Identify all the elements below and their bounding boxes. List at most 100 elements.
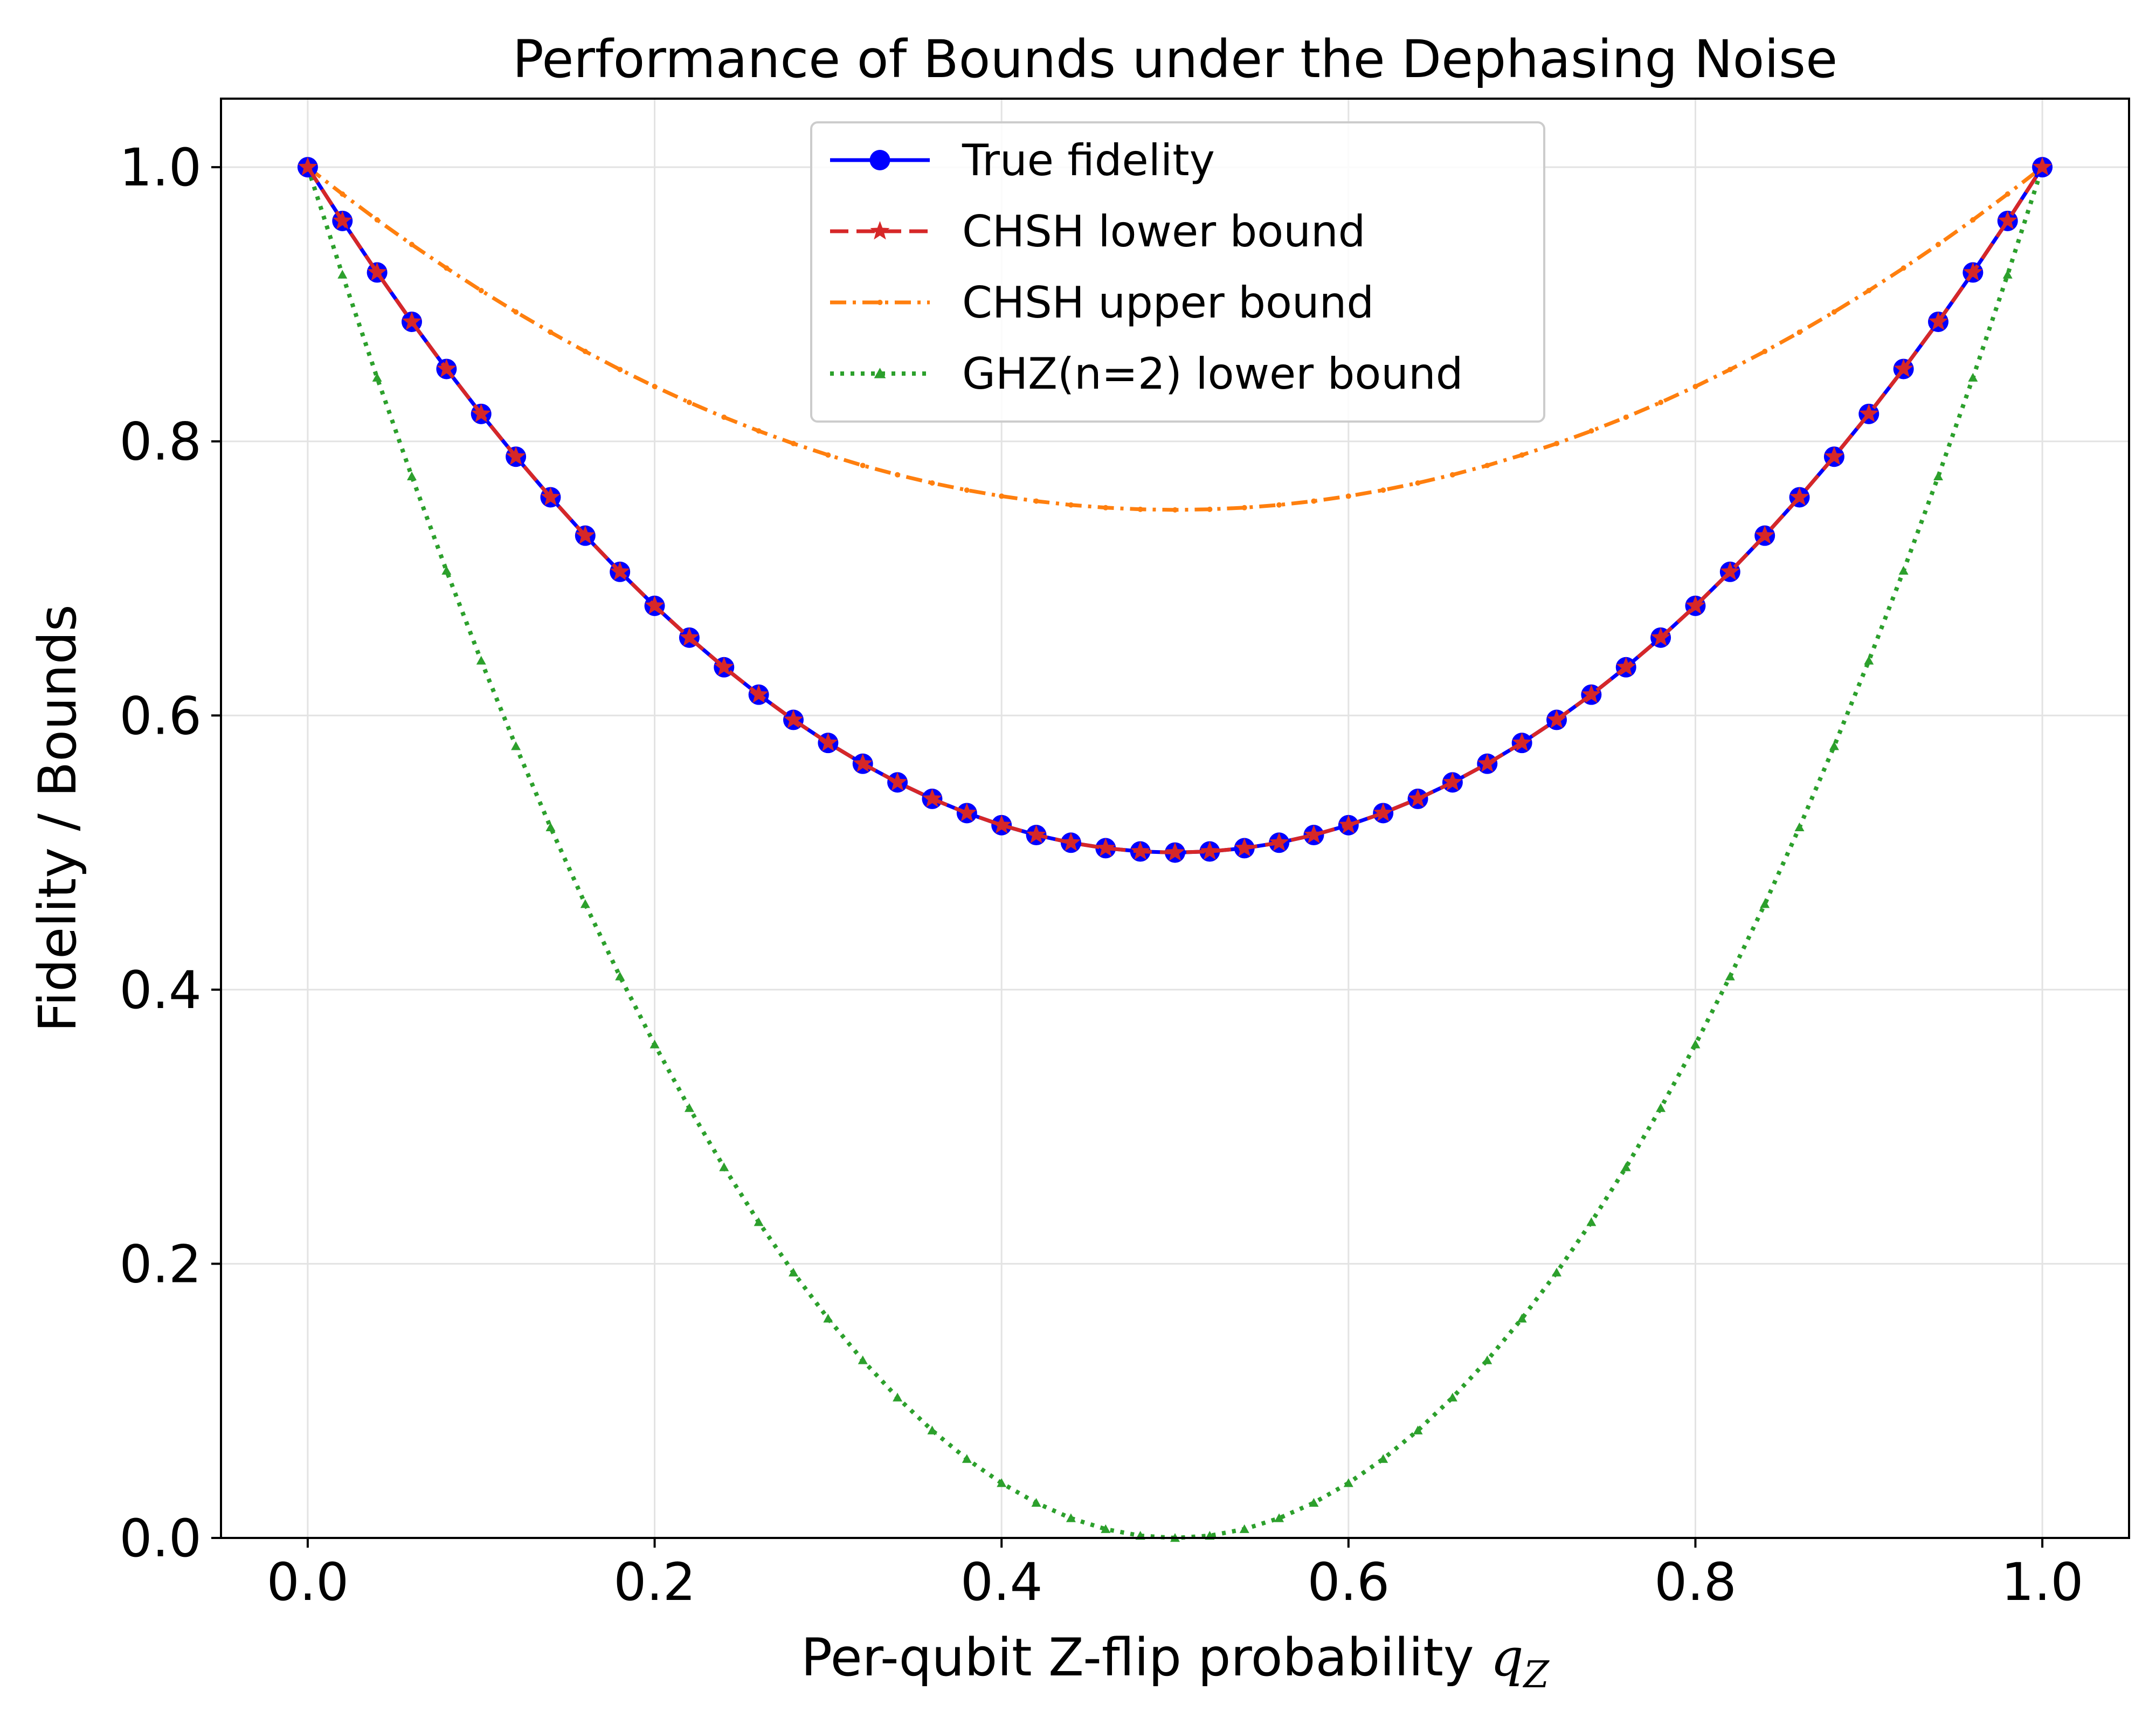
data-point xyxy=(858,1355,868,1364)
data-point xyxy=(853,753,873,772)
data-point xyxy=(957,803,977,822)
data-point xyxy=(1970,217,1976,223)
data-point xyxy=(1413,1425,1423,1434)
data-point xyxy=(1512,733,1532,751)
data-point xyxy=(1755,525,1775,544)
data-point xyxy=(1130,841,1150,860)
legend-label: CHSH lower bound xyxy=(962,206,1365,257)
data-point xyxy=(437,358,457,377)
data-point xyxy=(1727,367,1733,372)
data-point xyxy=(1586,1217,1597,1226)
data-point xyxy=(407,471,417,481)
data-point xyxy=(1616,657,1636,676)
data-point xyxy=(1894,358,1913,377)
data-point xyxy=(333,210,353,230)
x-tick-label: 0.0 xyxy=(267,1552,349,1612)
y-tick-label: 1.0 xyxy=(119,137,202,198)
data-point xyxy=(756,428,762,434)
data-point xyxy=(895,472,901,478)
data-point xyxy=(1269,832,1289,851)
legend-box xyxy=(810,121,1545,423)
data-point xyxy=(1033,498,1039,504)
legend-label: CHSH upper bound xyxy=(962,278,1374,328)
data-point xyxy=(1762,348,1768,354)
data-point xyxy=(1137,506,1143,512)
data-point xyxy=(337,270,348,279)
data-point xyxy=(1623,414,1629,420)
data-point xyxy=(1061,832,1081,851)
y-tick-label: 0.6 xyxy=(119,686,202,746)
data-point xyxy=(645,595,665,615)
axis-ticks: 0.0 0.2 0.4 0.6 0.8 1.0 0.0 0.2 0.4 0.6 0.8 1.0 xyxy=(119,137,2083,1612)
data-point xyxy=(1304,825,1324,844)
data-point xyxy=(1859,403,1879,423)
data-point xyxy=(1241,505,1247,510)
data-point xyxy=(754,1217,764,1226)
series-chsh-upper-bound xyxy=(305,164,2046,513)
legend-marker xyxy=(870,221,890,240)
y-tick-label: 0.0 xyxy=(119,1508,202,1569)
data-point xyxy=(962,1454,972,1463)
data-point xyxy=(1449,472,1455,478)
data-point xyxy=(1581,684,1601,703)
data-point xyxy=(1103,505,1109,510)
data-point xyxy=(1200,841,1220,860)
data-point xyxy=(511,741,521,750)
data-point xyxy=(1309,1498,1319,1507)
data-point xyxy=(1447,1392,1457,1402)
data-point xyxy=(721,414,727,420)
data-point xyxy=(1794,822,1805,831)
data-point xyxy=(992,815,1012,834)
data-point xyxy=(506,446,526,465)
x-tick-label: 0.8 xyxy=(1654,1552,1737,1612)
data-point xyxy=(513,309,519,315)
data-point xyxy=(823,1314,833,1323)
data-point xyxy=(1373,803,1393,822)
data-point xyxy=(444,265,450,271)
data-point xyxy=(1928,312,1948,330)
data-point xyxy=(1720,561,1740,581)
data-point xyxy=(997,1478,1007,1487)
x-tick-label: 0.2 xyxy=(613,1552,696,1612)
data-point xyxy=(478,288,484,293)
data-point xyxy=(1829,741,1839,750)
data-point xyxy=(964,487,970,493)
data-point xyxy=(1968,372,1978,382)
data-point xyxy=(684,1103,694,1112)
data-point xyxy=(1276,502,1282,508)
data-point xyxy=(1311,498,1317,504)
data-point xyxy=(825,452,831,458)
legend-marker xyxy=(877,300,883,305)
data-point xyxy=(476,656,486,665)
data-point xyxy=(298,157,317,176)
data-point xyxy=(1415,480,1421,486)
data-point xyxy=(374,217,380,223)
data-point xyxy=(679,627,699,646)
data-point xyxy=(1824,446,1844,465)
data-point xyxy=(2033,157,2053,176)
data-point xyxy=(1546,709,1567,728)
legend-marker xyxy=(874,368,886,378)
data-point xyxy=(1442,772,1462,791)
data-point xyxy=(1026,825,1046,844)
data-point xyxy=(719,1162,729,1171)
data-point xyxy=(1345,493,1351,499)
data-point xyxy=(367,262,387,281)
data-point xyxy=(1554,440,1559,446)
data-point xyxy=(1864,656,1874,665)
data-point xyxy=(649,1039,660,1048)
data-point xyxy=(1796,329,1802,335)
data-point xyxy=(893,1392,903,1402)
data-point xyxy=(1552,1267,1561,1276)
data-point xyxy=(2002,270,2013,279)
x-tick-label: 1.0 xyxy=(2001,1552,2084,1612)
data-point xyxy=(1621,1162,1631,1171)
series-chsh-lower-bound xyxy=(298,157,2053,861)
data-point xyxy=(1343,1478,1353,1487)
y-tick-label: 0.2 xyxy=(119,1234,202,1294)
data-point xyxy=(441,565,452,575)
y-axis-label: Fidelity / Bounds xyxy=(27,604,88,1032)
data-point xyxy=(1901,265,1906,271)
data-point xyxy=(402,312,422,330)
data-point xyxy=(1484,463,1490,468)
